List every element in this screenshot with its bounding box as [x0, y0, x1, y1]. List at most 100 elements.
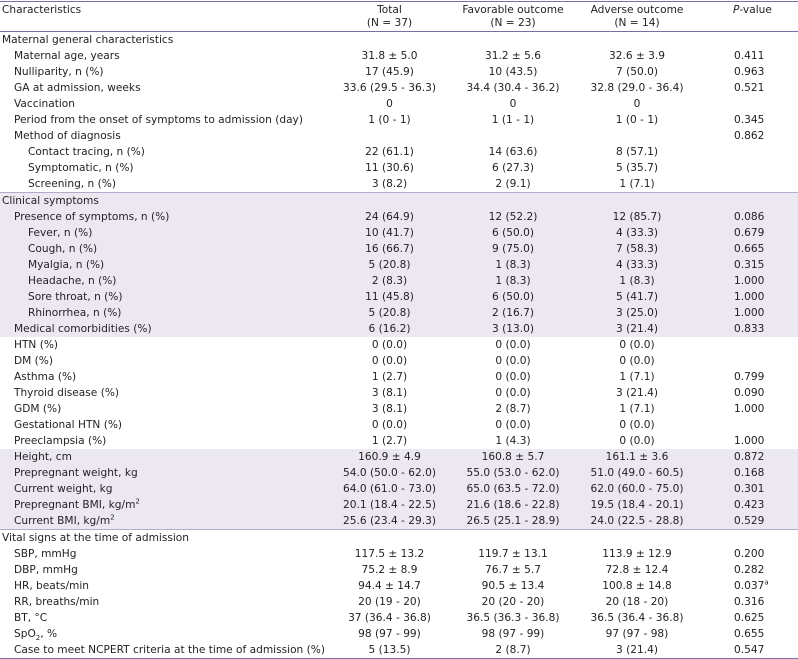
- cell-total: 0 (0.0): [371, 419, 408, 431]
- col-header-total-n: (N = 37): [366, 17, 413, 29]
- cell-adverse: 51.0 (49.0 - 60.5): [575, 465, 699, 481]
- cell-p-value: 1.000: [699, 305, 798, 321]
- row-label: Method of diagnosis: [14, 130, 121, 142]
- row-label: Vaccination: [14, 98, 76, 110]
- row-label: Contact tracing, n (%): [28, 146, 145, 158]
- cell-adverse: 3 (25.0): [575, 305, 699, 321]
- cell-total: 5 (13.5): [328, 642, 451, 659]
- cell-favorable: 119.7 ± 13.1: [478, 548, 548, 560]
- table-row: Nulliparity, n (%) 17 (45.9) 10 (43.5) 7 (5…: [0, 64, 798, 80]
- row-label: Rhinorrhea, n (%): [28, 307, 122, 319]
- row-label-cell: SpO2, %: [0, 626, 328, 642]
- cell-total: 5 (20.8): [328, 257, 451, 273]
- cell-adverse: 7 (50.0): [616, 66, 658, 78]
- cell-adverse: 1 (0 - 1): [615, 114, 659, 126]
- row-label: DM (%): [14, 355, 53, 367]
- header-row: Characteristics Total (N = 37) Favorable …: [0, 1, 798, 32]
- row-label-suffix: , %: [40, 628, 58, 640]
- row-label: Gestational HTN (%): [14, 419, 123, 431]
- cell-p-value: [699, 529, 798, 546]
- row-label-cell: Period from the onset of symptoms to adm…: [0, 112, 328, 128]
- p-value-text: 0.037: [734, 580, 765, 592]
- cell-adverse: 3 (21.4): [575, 321, 699, 337]
- row-label: Sore throat, n (%): [28, 291, 123, 303]
- cell-favorable: 9 (75.0): [451, 241, 575, 257]
- cell-adverse: [575, 31, 699, 48]
- row-label: Vital signs at the time of admission: [2, 532, 190, 544]
- cell-p-value: 0.529: [699, 513, 798, 530]
- row-label-cell: Current BMI, kg/m2: [0, 513, 328, 530]
- cell-adverse: 8 (57.1): [616, 146, 658, 158]
- cell-favorable: 3 (13.0): [451, 321, 575, 337]
- row-label: Case to meet NCPERT criteria at the time…: [14, 644, 325, 656]
- cell-adverse: 4 (33.3): [575, 225, 699, 241]
- cell-favorable: 31.2 ± 5.6: [484, 50, 542, 62]
- p-value-text: 0.090: [734, 387, 765, 399]
- cell-p-value: 0.833: [699, 321, 798, 337]
- cell-total: 17 (45.9): [365, 66, 414, 78]
- row-label: Maternal age, years: [14, 50, 120, 62]
- cell-p-value: [699, 417, 798, 433]
- cell-adverse: 161.1 ± 3.6: [575, 449, 699, 465]
- cell-favorable: 36.5 (36.3 - 36.8): [466, 612, 560, 624]
- cell-p-value: 0.655: [699, 626, 798, 642]
- col-header-adverse-label: Adverse outcome: [590, 4, 684, 16]
- table-row: GA at admission, weeks 33.6 (29.5 - 36.3)…: [0, 80, 798, 96]
- table-row: HTN (%) 0 (0.0) 0 (0.0) 0 (0.0): [0, 337, 798, 353]
- table-row: Method of diagnosis 0.862: [0, 128, 798, 144]
- table-row: Symptomatic, n (%) 11 (30.6) 6 (27.3) 5 (35…: [0, 160, 798, 176]
- cell-total: 64.0 (61.0 - 73.0): [328, 481, 451, 497]
- cell-adverse: 3 (21.4): [616, 387, 658, 399]
- section-header-row: Clinical symptoms: [0, 192, 798, 209]
- row-label-cell: HR, beats/min: [0, 578, 328, 594]
- row-label-cell: Prepregnant BMI, kg/m2: [0, 497, 328, 513]
- cell-p-value: 0.345: [699, 112, 798, 128]
- table-row: Cough, n (%) 16 (66.7) 9 (75.0) 7 (58.3) 0.6…: [0, 241, 798, 257]
- table-row: Gestational HTN (%) 0 (0.0) 0 (0.0) 0 (0.0): [0, 417, 798, 433]
- cell-adverse: [575, 529, 699, 546]
- row-label: Cough, n (%): [28, 243, 98, 255]
- table-row: DBP, mmHg 75.2 ± 8.9 76.7 ± 5.7 72.8 ± 12.4…: [0, 562, 798, 578]
- row-label: Maternal general characteristics: [2, 34, 174, 46]
- cell-p-value: 0.301: [699, 481, 798, 497]
- cell-p-value: 1.000: [699, 273, 798, 289]
- cell-p-value: 0.521: [699, 80, 798, 96]
- p-value-text: 0.665: [734, 243, 765, 255]
- cell-total: 3 (8.1): [371, 403, 408, 415]
- col-header-p-value: P-value: [699, 1, 798, 32]
- cell-p-value: 0.665: [699, 241, 798, 257]
- row-label-cell: Thyroid disease (%): [0, 385, 328, 401]
- cell-total: 16 (66.7): [328, 241, 451, 257]
- cell-favorable: 6 (27.3): [492, 162, 534, 174]
- col-header-total: Total (N = 37): [328, 1, 451, 32]
- row-label: Height, cm: [14, 451, 72, 463]
- table-row: Presence of symptoms, n (%) 24 (64.9) 12 (…: [0, 209, 798, 225]
- p-value-text: 0.799: [734, 371, 765, 383]
- cell-favorable: 14 (63.6): [488, 146, 538, 158]
- table-row: Screening, n (%) 3 (8.2) 2 (9.1) 1 (7.1): [0, 176, 798, 193]
- row-label: Current weight, kg: [14, 483, 113, 495]
- row-label: Myalgia, n (%): [28, 259, 105, 271]
- cell-p-value: 0.963: [699, 64, 798, 80]
- cell-adverse: 1 (7.1): [619, 403, 655, 415]
- row-label: Prepregnant weight, kg: [14, 467, 138, 479]
- p-value-text: 0.423: [734, 499, 765, 511]
- p-value-text: 0.625: [734, 612, 765, 624]
- row-label-cell: Asthma (%): [0, 369, 328, 385]
- cell-favorable: 0 (0.0): [495, 355, 531, 367]
- row-label: RR, breaths/min: [14, 596, 100, 608]
- cell-p-value: 1.000: [699, 433, 798, 449]
- cell-total: 37 (36.4 - 36.8): [348, 612, 431, 624]
- row-label: Headache, n (%): [28, 275, 117, 287]
- p-value-text: 0.301: [734, 483, 765, 495]
- cell-favorable: 98 (97 - 99): [481, 628, 545, 640]
- row-label-cell: Cough, n (%): [0, 241, 328, 257]
- table-row: Asthma (%) 1 (2.7) 0 (0.0) 1 (7.1) 0.799: [0, 369, 798, 385]
- row-label-cell: Vaccination: [0, 96, 328, 112]
- cell-favorable: 2 (8.7): [451, 642, 575, 659]
- row-label-cell: Vital signs at the time of admission: [0, 529, 328, 546]
- cell-total: 1 (2.7): [371, 435, 408, 447]
- cell-total: 2 (8.3): [328, 273, 451, 289]
- row-label-cell: RR, breaths/min: [0, 594, 328, 610]
- cell-favorable: 1 (4.3): [495, 435, 531, 447]
